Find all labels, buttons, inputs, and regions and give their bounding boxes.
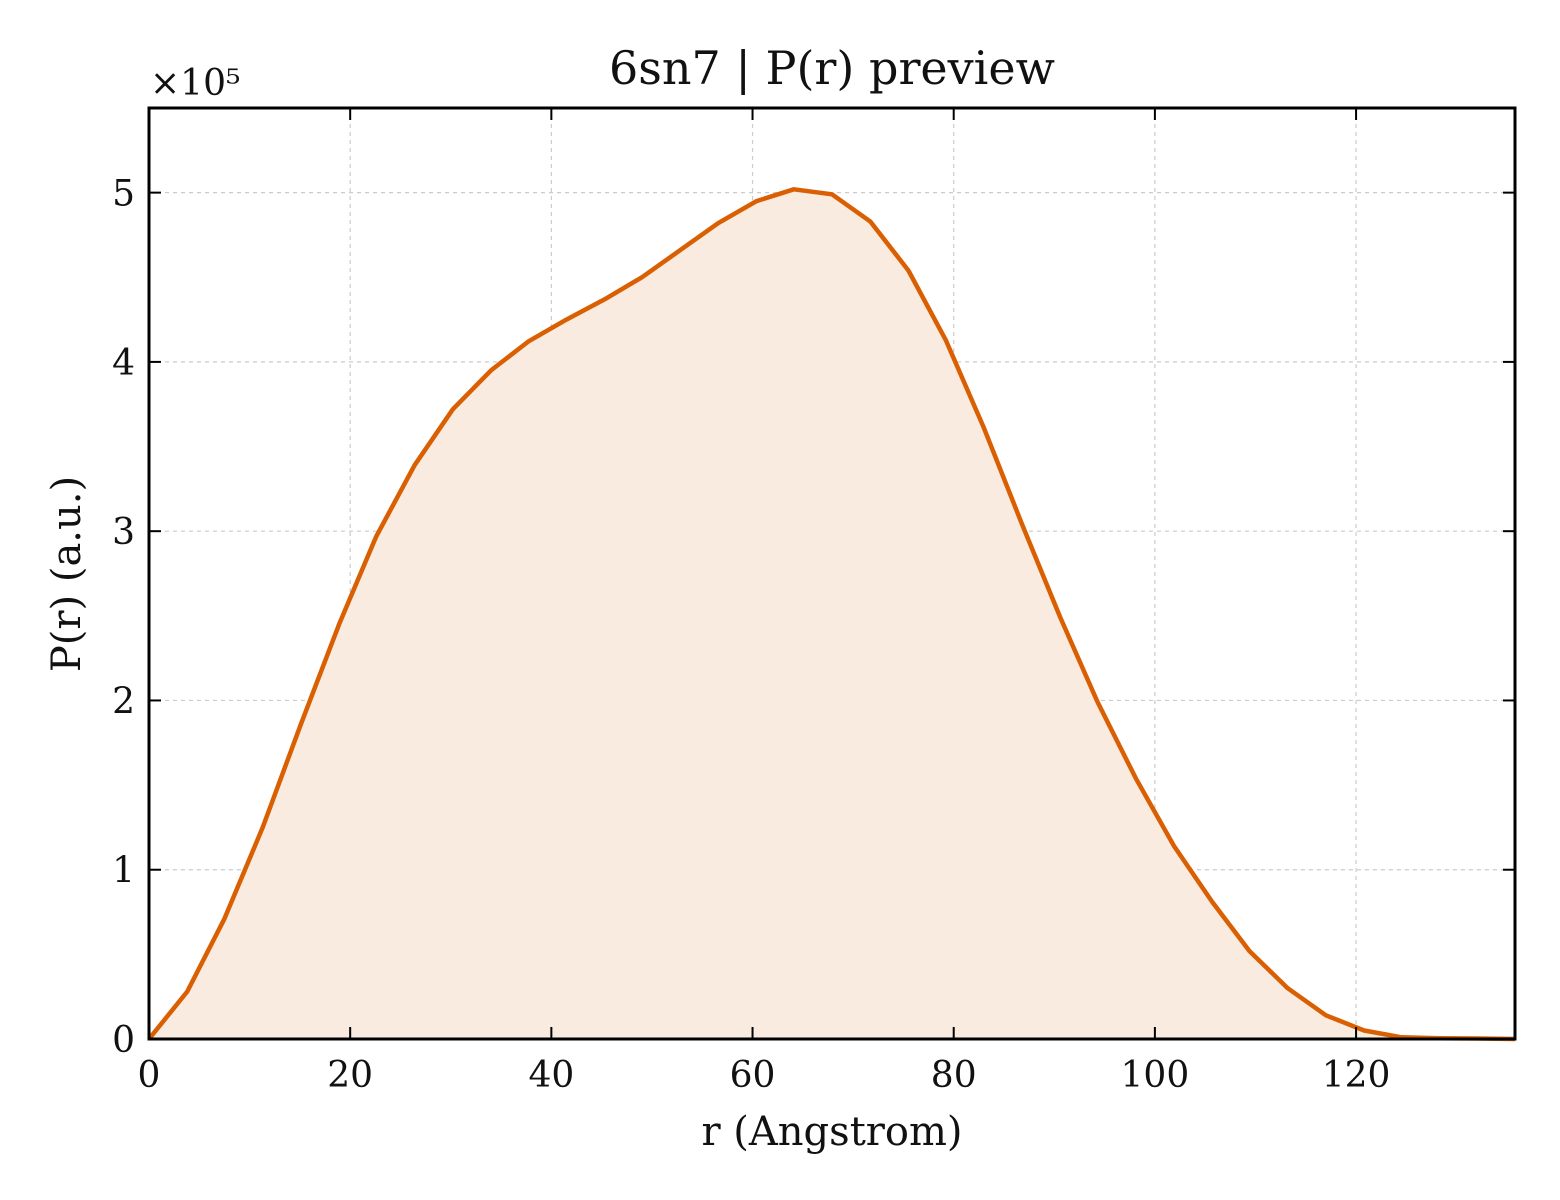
y-tick-label: 0: [112, 1020, 135, 1061]
x-axis-label: r (Angstrom): [701, 1109, 962, 1155]
y-axis-multiplier: ×10⁵: [150, 63, 240, 104]
x-tick-label: 20: [327, 1055, 373, 1096]
x-tick-label: 0: [138, 1055, 161, 1096]
y-tick-labels: 0 1 2 3 4 5: [112, 174, 135, 1061]
y-tick-label: 2: [112, 681, 135, 722]
y-tick-label: 5: [112, 174, 135, 215]
x-tick-label: 80: [931, 1055, 977, 1096]
y-tick-label: 1: [112, 851, 135, 892]
series-area-fill: [149, 189, 1515, 1040]
series-line: [147, 187, 1516, 1042]
x-tick-labels: 0 20 40 60 80 100 120: [138, 1055, 1391, 1096]
x-tick-label: 40: [528, 1055, 574, 1096]
y-tick-label: 4: [112, 343, 135, 384]
y-axis-label: P(r) (a.u.): [44, 476, 90, 672]
plot-frame: [147, 106, 1517, 1041]
chart-title: 6sn7 | P(r) preview: [609, 41, 1055, 95]
x-tick-label: 60: [730, 1055, 776, 1096]
x-tick-label: 100: [1121, 1055, 1190, 1096]
y-tick-label: 3: [112, 512, 135, 553]
area-layer: [147, 187, 1516, 1042]
x-tick-label: 120: [1322, 1055, 1391, 1096]
